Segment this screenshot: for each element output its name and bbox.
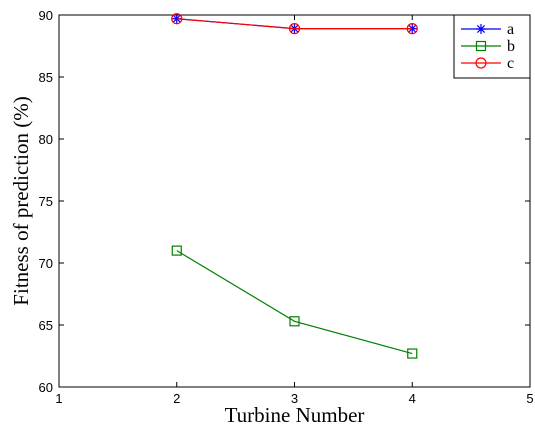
x-tick-label: 5 [526, 391, 533, 406]
data-point [289, 316, 300, 327]
series-layer [171, 13, 418, 359]
data-point [288, 23, 301, 35]
y-tick-label: 90 [39, 8, 53, 23]
series-line [176, 18, 413, 30]
x-tick-label: 3 [291, 391, 298, 406]
legend-entry: b [461, 38, 515, 55]
x-tick-label: 4 [409, 391, 416, 406]
y-tick-label: 85 [39, 70, 53, 85]
data-point [407, 348, 418, 359]
legend-entry: c [461, 55, 514, 72]
legend-marker [475, 40, 487, 52]
series-b [171, 245, 418, 359]
y-tick-label: 65 [39, 318, 53, 333]
legend: abc [453, 14, 531, 79]
legend-marker [476, 24, 486, 34]
y-tick-label: 80 [39, 132, 53, 147]
data-point [406, 23, 418, 35]
y-tick-label: 75 [39, 194, 53, 209]
plot-area [58, 14, 531, 388]
data-point [171, 245, 182, 256]
legend-label: c [507, 55, 514, 72]
legend-label: a [507, 21, 514, 38]
x-axis-label: Turbine Number [225, 403, 365, 427]
legend-marker [475, 57, 487, 69]
series-line [176, 250, 413, 355]
y-tick-label: 60 [39, 380, 53, 395]
axis-ticks: 1 2 3 4 5 60 65 70 75 80 85 90 [39, 8, 534, 406]
legend-label: b [507, 38, 515, 55]
legend-entry: a [461, 21, 514, 38]
data-point [171, 13, 183, 25]
x-tick-label: 1 [55, 391, 62, 406]
y-axis-label: Fitness of prediction (%) [9, 96, 33, 305]
x-tick-label: 2 [173, 391, 180, 406]
y-tick-label: 70 [39, 256, 53, 271]
series-c [171, 13, 418, 35]
